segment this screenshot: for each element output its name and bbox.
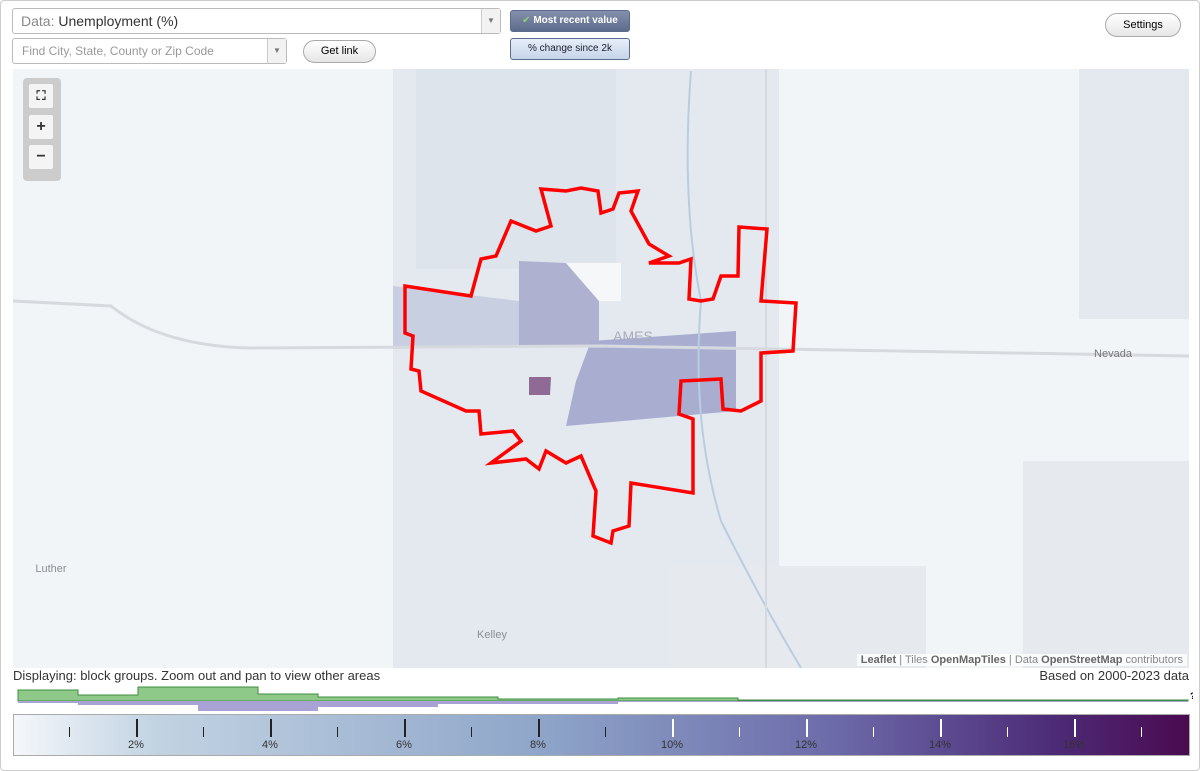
legend-tick [605, 727, 606, 737]
legend-tick-label: 2% [128, 739, 144, 751]
attribution-link[interactable]: OpenMapTiles [930, 654, 1006, 666]
block-group [566, 263, 621, 301]
legend-tick [806, 719, 808, 737]
search-box[interactable]: Find City, State, County or Zip Code ▼ [12, 38, 287, 64]
legend-tick [203, 727, 204, 737]
town-label: Kelley [477, 629, 507, 641]
map[interactable]: AMES Nevada Luther Kelley [13, 69, 1189, 668]
attribution-link[interactable]: Leaflet [860, 654, 897, 666]
legend-tick [672, 719, 674, 737]
city-label: AMES [613, 328, 653, 344]
histogram-recent [17, 686, 1189, 702]
legend-tick [471, 727, 472, 737]
zoom-out-button[interactable]: − [29, 145, 53, 169]
legend-tick-label: 4% [262, 739, 278, 751]
town-label: Nevada [1094, 348, 1133, 360]
legend-tick [873, 727, 874, 737]
histogram-help[interactable]: ? [1190, 691, 1193, 701]
river [686, 70, 802, 668]
legend-tick [940, 719, 942, 737]
city-boundary [403, 186, 798, 546]
settings-button[interactable]: Settings [1105, 13, 1181, 37]
attribution: Leaflet | Tiles OpenMapTiles | Data Open… [856, 654, 1187, 666]
attribution-text: contributors [1125, 654, 1183, 666]
fullscreen-button[interactable]: ⛶ [29, 84, 53, 108]
attribution-text: Data [1014, 654, 1039, 666]
pct-change-toggle[interactable]: % change since 2k [510, 38, 630, 60]
color-legend [13, 714, 1190, 756]
block-group [519, 261, 599, 346]
block-group [393, 286, 519, 349]
histogram: ? [17, 686, 1193, 711]
region [671, 566, 926, 668]
data-select[interactable]: Data: Unemployment (%) ▼ [12, 8, 501, 34]
legend-tick-label: 6% [396, 739, 412, 751]
legend-tick-label: 14% [928, 739, 952, 751]
attribution-link[interactable]: OpenStreetMap [1041, 654, 1123, 666]
legend-tick-label: 16% [1062, 739, 1086, 751]
legend-tick [1074, 719, 1076, 737]
most-recent-label: Most recent value [533, 15, 618, 26]
block-group [566, 331, 736, 426]
displaying-note: Displaying: block groups. Zoom out and p… [13, 668, 381, 683]
zoom-in-button[interactable]: + [29, 115, 53, 139]
block-group [529, 377, 551, 395]
most-recent-toggle[interactable]: ✔ Most recent value [510, 10, 630, 32]
legend-tick [1141, 727, 1142, 737]
legend-tick-label: 10% [660, 739, 684, 751]
legend-tick [337, 727, 338, 737]
legend-tick [270, 719, 272, 737]
dropdown-arrow: ▼ [267, 39, 286, 63]
search-placeholder: Find City, State, County or Zip Code [22, 44, 214, 58]
region [1079, 69, 1189, 319]
get-link-button[interactable]: Get link [303, 40, 376, 63]
data-value: Unemployment (%) [58, 13, 179, 29]
legend-tick-label: 8% [530, 739, 546, 751]
check-icon: ✔ [522, 15, 531, 26]
region [416, 69, 616, 269]
region [1023, 461, 1189, 668]
data-prefix: Data: [21, 13, 55, 29]
legend-tick [1007, 727, 1008, 737]
legend-tick [69, 727, 70, 737]
legend-tick [136, 719, 138, 737]
zoom-control: ⛶ + − [23, 78, 61, 181]
legend-tick [538, 719, 540, 737]
histogram-past [18, 701, 1188, 711]
road [13, 299, 1189, 358]
legend-tick [739, 727, 740, 737]
attribution-text: Tiles [904, 654, 928, 666]
legend-tick [404, 719, 406, 737]
data-years: Based on 2000-2023 data [1039, 668, 1189, 683]
town-label: Luther [35, 563, 67, 575]
legend-tick-label: 12% [794, 739, 818, 751]
dropdown-arrow: ▼ [481, 9, 500, 33]
